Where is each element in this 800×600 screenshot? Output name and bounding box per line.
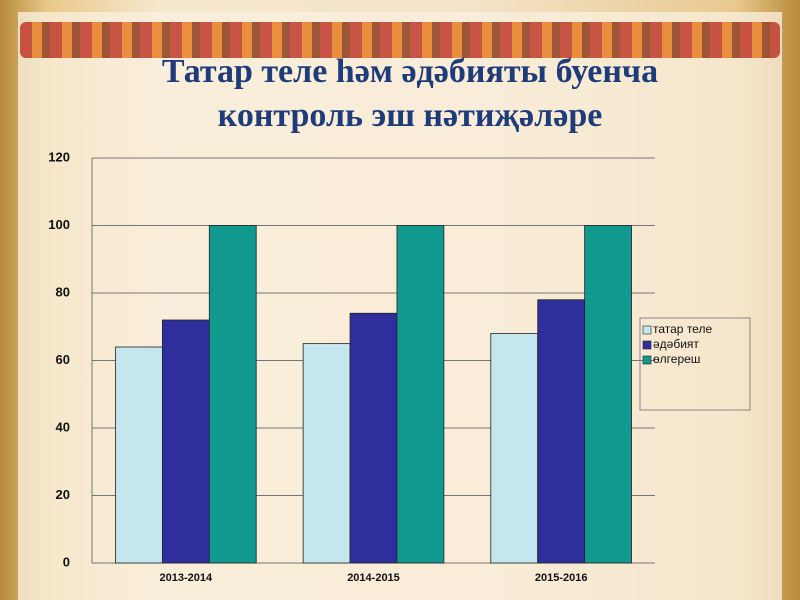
- y-tick-label: 0: [63, 554, 70, 569]
- x-tick-label: 2013-2014: [160, 572, 213, 584]
- x-tick-label: 2015-2016: [535, 572, 588, 584]
- bar: [302, 343, 351, 564]
- y-tick-label: 120: [48, 149, 70, 164]
- y-tick-label: 80: [56, 284, 70, 299]
- y-tick-label: 100: [48, 217, 70, 232]
- x-tick-label: 2014-2015: [347, 572, 400, 584]
- legend-label: әдәбият: [653, 337, 699, 351]
- bar: [584, 225, 632, 564]
- y-tick-label: 40: [56, 419, 70, 434]
- legend-label: татар теле: [653, 322, 712, 336]
- chart-title: Татар теле һәм әдәбияты буенча контроль …: [161, 53, 659, 134]
- legend-swatch: [642, 325, 652, 335]
- bar: [161, 319, 210, 564]
- legend-box: [639, 317, 751, 411]
- bar: [349, 312, 398, 564]
- bar: [490, 333, 539, 564]
- y-tick-label: 20: [56, 487, 70, 502]
- legend-swatch: [642, 355, 652, 365]
- leaf-garland: [20, 22, 780, 58]
- bar: [396, 225, 445, 564]
- bar: [208, 225, 257, 564]
- legend-label: өлгереш: [653, 352, 700, 366]
- legend-swatch: [642, 340, 652, 350]
- bar: [537, 299, 586, 564]
- y-tick-label: 60: [56, 352, 70, 367]
- bar: [115, 346, 163, 564]
